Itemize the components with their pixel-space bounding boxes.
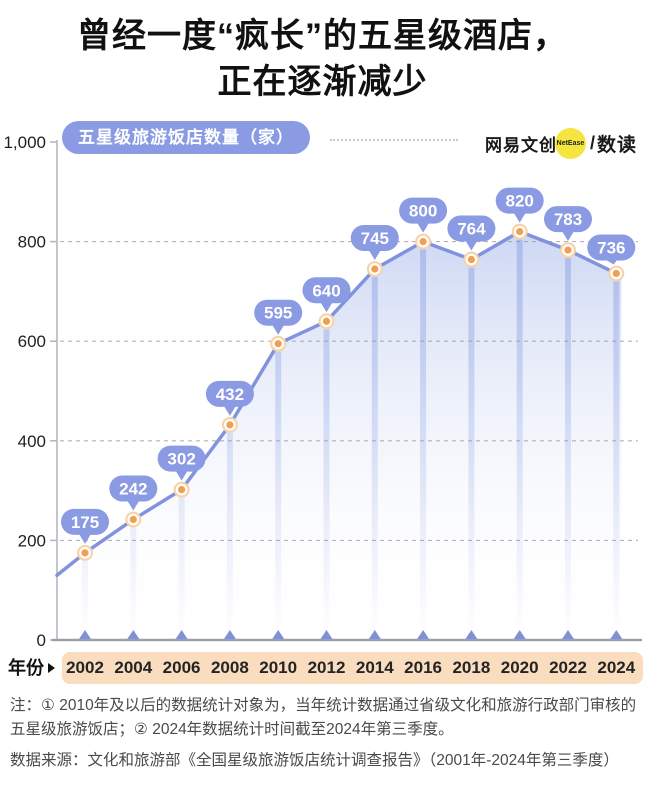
svg-text:242: 242 [119,479,147,498]
x-axis-row: 年份 2002 2004 2006 2008 2010 2012 2014 2016 2018 2… [0,651,645,685]
note-text: 注：① 2010年及以后的数据统计对象为，当年统计数据通过省级文化和旅游行政部门… [10,697,637,739]
data-label-badge-2024: 736 [587,234,636,265]
y-tick-label-800: 800 [18,233,46,252]
y-tick-label-1000: 1,000 [3,133,46,152]
right-arrow-icon [48,663,55,673]
data-point-2002 [77,544,93,561]
x-tick-label-2024: 2024 [597,658,636,677]
column-streak-2006 [178,497,185,640]
svg-text:736: 736 [597,238,625,257]
column-streak-2016 [420,249,427,640]
svg-text:595: 595 [264,304,292,323]
baseline-triangle-2004 [127,630,140,639]
baseline-triangle-2010 [272,630,285,639]
baseline-triangle-2012 [320,630,333,639]
data-label-badge-2014: 745 [350,224,399,260]
page-title-line1: 曾经一度“疯长”的五星级酒店， [77,17,568,55]
column-streak-2002 [82,560,88,640]
area-fill [57,231,622,640]
column-streak-2010 [275,351,282,640]
x-tick-label-2022: 2022 [549,658,587,677]
svg-text:175: 175 [71,513,99,532]
y-tick-label-400: 400 [18,432,46,451]
netease-logo-text: NetEase [556,140,585,147]
data-point-2006 [173,481,190,498]
data-point-2022 [560,242,576,259]
brand-sub-name: 数读 [596,135,637,156]
legend-badge: 五星级旅游饭店数量（家） [62,121,310,154]
page-title: 曾经一度“疯长”的五星级酒店， 正在逐渐减少 [0,14,645,106]
brand-logo: 网易文创 NetEase / 数读 [485,128,637,159]
data-point-2016 [415,233,432,250]
data-point-2008 [221,416,238,433]
baseline-triangle-2016 [417,630,430,639]
data-point-2010 [270,335,287,352]
data-label-badge-2006: 302 [157,445,206,481]
x-tick-label-2014: 2014 [355,658,394,677]
y-tick-label-200: 200 [18,531,46,550]
x-tick-label-2020: 2020 [500,658,539,677]
page-title-line2: 正在逐渐减少 [217,62,428,101]
x-tick-label-2016: 2016 [404,658,442,677]
footer-notes: 注：① 2010年及以后的数据统计对象为，当年统计数据通过省级文化和旅游行政部门… [10,694,637,773]
svg-text:764: 764 [457,220,486,239]
data-label-badge-2022: 783 [544,206,592,242]
column-streak-2014 [371,276,378,640]
y-tick-label-600: 600 [18,332,46,351]
baseline-triangle-2002 [79,630,91,639]
x-tick-label-2006: 2006 [162,658,201,677]
data-point-2014 [366,260,383,277]
baseline-triangle-2014 [368,630,381,639]
y-tick-label-0: 0 [37,631,46,648]
data-point-2020 [511,223,528,240]
column-streak-2004 [130,527,137,640]
source-text: 数据来源：文化和旅游部《全国星级旅游饭店统计调查报告》（2001年-2024年第… [10,752,619,770]
svg-text:640: 640 [312,281,340,300]
data-point-2012 [318,313,335,330]
brand-name: 网易文创 [484,136,557,155]
x-tick-label-2002: 2002 [66,658,104,677]
data-label-badge-2020: 820 [495,187,544,223]
data-point-2018 [463,251,480,268]
baseline-triangle-2008 [223,630,236,639]
x-tick-label-2018: 2018 [452,658,491,677]
column-streak-2012 [323,329,330,640]
baseline-triangle-2024 [610,630,623,639]
data-label-badge-2008: 432 [205,380,254,416]
data-point-2024 [608,265,625,282]
baseline-triangle-2006 [175,630,188,639]
baseline-triangle-2020 [513,630,526,639]
data-label-badge-2018: 764 [447,215,496,251]
svg-text:432: 432 [216,385,244,404]
column-streak-2008 [226,432,233,640]
chart-canvas: 0 200 400 600 800 1,000 175 242 302 432 595 640 745 8… [3,133,642,648]
data-label-badge-2012: 640 [302,277,351,313]
baseline-triangle-2018 [465,630,478,639]
column-streak-2018 [468,267,475,640]
column-streak-2022 [565,258,571,640]
baseline-triangle-2022 [562,630,574,639]
x-tick-label-2010: 2010 [259,658,298,677]
data-label-badge-2016: 800 [399,197,448,233]
column-streak-2024 [613,281,620,640]
data-label-badge-2004: 242 [109,475,158,511]
data-label-badge-2010: 595 [254,299,303,335]
x-axis-strip [62,652,643,684]
svg-text:783: 783 [554,210,582,229]
column-streak-2020 [516,239,523,640]
dotted-divider [330,139,458,141]
data-point-2004 [125,511,142,528]
svg-text:820: 820 [506,192,534,211]
svg-text:302: 302 [167,450,195,469]
svg-text:800: 800 [409,202,437,221]
x-tick-label-2008: 2008 [210,658,249,677]
data-label-badge-2002: 175 [61,508,109,544]
x-tick-label-2004: 2004 [114,658,153,677]
x-axis-title: 年份 [8,658,44,678]
svg-text:745: 745 [361,229,389,248]
x-tick-label-2012: 2012 [307,658,346,677]
brand-separator: / [589,133,595,153]
netease-logo-icon: NetEase [554,128,586,159]
